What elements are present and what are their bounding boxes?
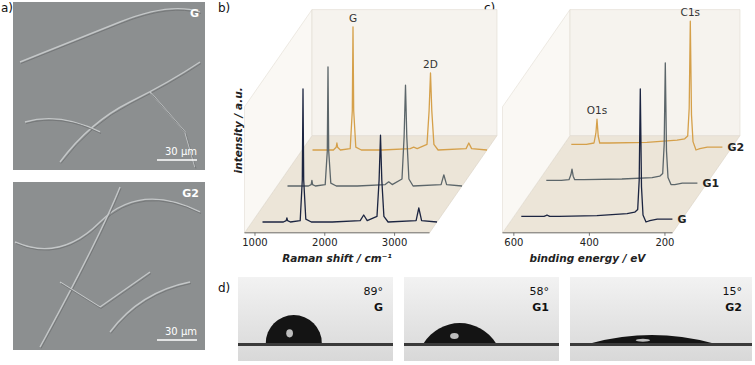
wrinkle — [20, 9, 200, 62]
wrinkle — [110, 282, 190, 332]
y-axis-title: intensity / a.u. — [232, 87, 244, 173]
figure: a)b)c)d)G30 μmG230 μm100020003000Raman s… — [0, 0, 755, 365]
x-tick-label: 400 — [580, 237, 599, 248]
series-label: G — [677, 213, 686, 226]
contact-angle-image: 15°G2 — [570, 277, 752, 361]
spectrum-line — [546, 63, 697, 185]
angle-label: 15° — [723, 285, 743, 298]
photo-background — [570, 277, 752, 361]
series-label: G1 — [702, 177, 719, 190]
spectrum-line — [571, 21, 722, 150]
peak-annotation: G — [349, 12, 357, 24]
x-tick-label: 600 — [504, 237, 523, 248]
substrate — [238, 343, 393, 346]
peak-annotation: C1s — [681, 6, 700, 18]
panel-label: d) — [218, 281, 230, 295]
angle-label: 89° — [364, 285, 384, 298]
panel-label: a) — [1, 1, 13, 15]
x-axis — [503, 232, 673, 233]
back-wall — [570, 10, 740, 136]
sample-label: G1 — [532, 301, 549, 314]
spectrum-line — [288, 67, 463, 186]
contact-angle-image: 58°G1 — [404, 277, 559, 361]
x-tick — [394, 233, 395, 236]
scale-bar-label: 30 μm — [165, 146, 197, 157]
droplet — [424, 323, 496, 343]
x-tick-label: 1000 — [242, 237, 267, 248]
spectrum-line — [313, 27, 488, 150]
spectra-chart: 600 400 200 binding energy / eV G G1 G2 O1s C1s — [503, 6, 745, 264]
x-tick — [589, 233, 590, 236]
droplet — [266, 315, 322, 343]
sem-image: G2 30 μm — [13, 182, 205, 350]
x-tick-label: 3000 — [382, 237, 407, 248]
spectrum-line — [263, 89, 438, 222]
x-axis — [245, 232, 430, 233]
photo-background — [404, 277, 559, 361]
droplet-highlight — [450, 333, 459, 339]
wrinkle-shadow — [26, 120, 101, 133]
sem-image: G 30 μm — [13, 2, 205, 170]
scale-bar — [157, 339, 197, 341]
substrate — [570, 343, 752, 346]
angle-label: 58° — [530, 285, 550, 298]
spectrum-line — [521, 89, 672, 222]
panel-label: b) — [218, 1, 230, 15]
wrinkle — [15, 199, 200, 249]
x-tick — [513, 233, 514, 236]
wrinkle-shadow — [151, 94, 196, 169]
wrinkle — [40, 187, 120, 347]
sem-label: G — [190, 7, 199, 20]
left-wall — [503, 10, 571, 233]
x-tick-label: 200 — [655, 237, 674, 248]
x-axis-title: binding energy / eV — [529, 252, 646, 264]
scale-bar-label: 30 μm — [165, 326, 197, 337]
droplet-highlight — [636, 339, 650, 342]
x-tick — [324, 233, 325, 236]
x-tick — [254, 233, 255, 236]
photo-background — [238, 277, 393, 361]
series-group — [521, 21, 722, 222]
sem-background — [13, 2, 205, 170]
sample-label: G — [374, 301, 383, 314]
wrinkle-shadow — [16, 201, 201, 251]
series-group — [263, 27, 488, 222]
x-tick-label: 2000 — [312, 237, 337, 248]
scale-bar — [157, 159, 197, 161]
sem-background — [13, 182, 205, 350]
peak-annotation: O1s — [587, 104, 607, 116]
sample-label: G2 — [725, 301, 742, 314]
series-label: G2 — [727, 141, 744, 154]
wrinkle-shadow — [21, 10, 201, 63]
wrinkle-shadow — [61, 274, 151, 309]
wrinkle-shadow — [41, 189, 121, 349]
sem-label: G2 — [182, 187, 199, 200]
wrinkle — [60, 272, 150, 307]
spectra-chart: 1000 2000 3000 Raman shift / cm⁻¹ intensity … — [232, 10, 497, 264]
wrinkle-shadow — [61, 64, 201, 164]
droplet — [592, 335, 712, 343]
peak-annotation: 2D — [423, 58, 438, 70]
contact-angle-image: 89° G — [238, 277, 393, 361]
x-axis-title: Raman shift / cm⁻¹ — [282, 252, 392, 264]
x-tick — [664, 233, 665, 236]
droplet-highlight — [286, 329, 293, 337]
substrate — [404, 343, 559, 346]
